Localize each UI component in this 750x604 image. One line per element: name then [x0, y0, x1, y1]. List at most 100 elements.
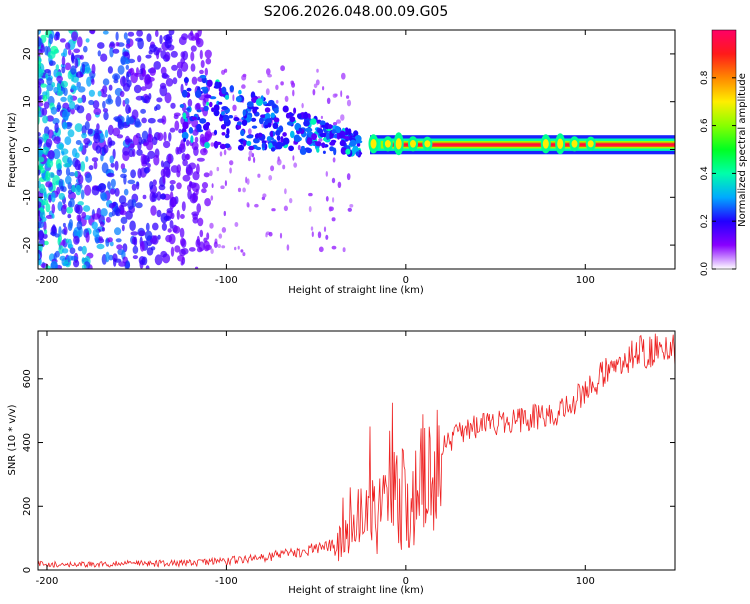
noise-blob [156, 97, 163, 103]
noise-blob [149, 44, 157, 53]
noise-blob [132, 148, 136, 157]
noise-blob [112, 127, 121, 137]
noise-blob [51, 224, 57, 235]
noise-blob [74, 170, 78, 178]
y-tick-label: 600 [22, 369, 33, 388]
noise-blob [85, 172, 93, 183]
noise-blob [121, 168, 127, 174]
noise-blob [292, 155, 295, 161]
noise-blob [101, 162, 109, 174]
noise-blob [218, 233, 223, 239]
signal-blob [286, 121, 294, 126]
noise-blob [47, 70, 52, 77]
noise-blob [325, 171, 328, 177]
noise-blob [289, 198, 293, 204]
noise-blob [79, 54, 84, 60]
noise-blob [46, 77, 53, 86]
noise-blob [181, 153, 187, 161]
noise-blob [163, 215, 172, 222]
noise-blob [102, 78, 110, 86]
signal-blob [329, 141, 336, 146]
noise-blob [284, 95, 289, 102]
signal-blob [329, 146, 335, 152]
noise-blob [267, 73, 272, 78]
signal-blob [290, 130, 295, 139]
noise-blob [110, 188, 116, 195]
noise-blob [115, 95, 122, 107]
noise-blob [105, 98, 114, 105]
noise-blob [89, 30, 96, 35]
noise-blob [194, 136, 199, 143]
noise-blob [189, 193, 198, 204]
noise-blob [120, 76, 127, 87]
noise-blob [68, 172, 76, 177]
noise-blob [59, 38, 66, 43]
signal-blob [213, 104, 220, 112]
noise-blob [75, 204, 83, 215]
noise-blob [280, 65, 285, 72]
noise-blob [229, 167, 232, 174]
noise-blob [67, 94, 73, 103]
x-tick-label: 100 [576, 576, 595, 587]
noise-blob [341, 72, 346, 80]
ridge-bump [557, 138, 564, 150]
noise-blob [123, 175, 127, 185]
noise-blob [248, 150, 253, 157]
noise-blob [176, 182, 182, 190]
noise-blob [283, 205, 288, 212]
noise-blob [310, 226, 314, 231]
noise-blob [137, 55, 142, 63]
noise-blob [201, 188, 207, 194]
noise-blob [64, 136, 72, 146]
noise-blob [110, 162, 115, 168]
noise-blob [142, 154, 148, 165]
signal-blob [182, 121, 189, 130]
noise-blob [93, 108, 102, 115]
y-tick-label: 0 [22, 567, 33, 573]
noise-blob [160, 160, 164, 168]
signal-blob [219, 143, 226, 150]
noise-blob [39, 183, 46, 194]
noise-blob [45, 170, 51, 181]
y-tick-label: 0 [22, 146, 33, 152]
noise-blob [247, 128, 252, 135]
noise-blob [157, 234, 161, 240]
noise-blob [122, 51, 129, 57]
noise-blob [133, 84, 142, 94]
signal-blob [241, 119, 248, 126]
noise-blob [346, 95, 350, 99]
noise-blob [130, 169, 137, 179]
noise-blob [268, 231, 273, 237]
signal-blob [206, 79, 213, 88]
noise-blob [40, 83, 47, 88]
noise-blob [170, 212, 175, 220]
noise-blob [55, 31, 60, 37]
noise-blob [44, 45, 49, 56]
noise-blob [181, 248, 189, 255]
signal-blob [195, 90, 202, 98]
noise-blob [38, 201, 42, 209]
noise-blob [332, 93, 337, 98]
noise-blob [127, 179, 136, 185]
noise-blob [62, 222, 66, 228]
noise-blob [91, 157, 99, 163]
signal-blob [188, 126, 194, 134]
noise-blob [346, 99, 352, 107]
noise-blob [145, 265, 150, 269]
noise-blob [47, 159, 54, 168]
noise-blob [141, 117, 147, 124]
snr-ylabel: SNR (10 * v/v) [7, 404, 18, 475]
noise-blob [114, 160, 119, 171]
signal-blob [221, 106, 229, 110]
signal-blob [282, 137, 290, 145]
signal-blob [211, 107, 215, 112]
noise-blob [38, 132, 41, 137]
noise-blob [68, 219, 73, 229]
noise-blob [325, 234, 329, 240]
noise-blob [97, 42, 105, 49]
signal-blob [271, 104, 277, 109]
signal-blob [338, 134, 344, 138]
noise-blob [52, 117, 60, 125]
noise-blob [346, 173, 351, 181]
